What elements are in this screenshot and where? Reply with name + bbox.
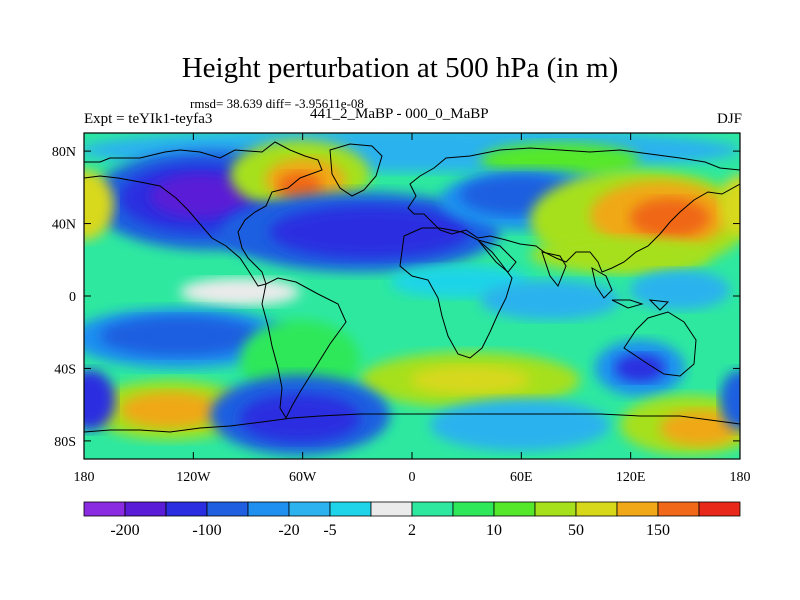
colorbar-swatch (288, 501, 331, 517)
field-region-7 (278, 172, 322, 200)
field-region-16 (720, 175, 740, 235)
colorbar-tick-label: -200 (110, 522, 139, 539)
field-region-30 (120, 392, 220, 428)
colorbar-swatch (452, 501, 495, 517)
experiment-label: Expt = teYIk1-teyfa3 (84, 111, 213, 127)
colorbar: -200 -100 -20 -5 2 10 50 150 (83, 501, 741, 539)
colorbar-tick-label: 10 (486, 522, 502, 539)
coastline-north-america (84, 141, 323, 287)
colorbar-swatch (657, 501, 700, 517)
colorbar-tick-label: 150 (646, 522, 670, 539)
field-region-35 (660, 410, 740, 446)
colorbar-tick-label: 2 (408, 522, 416, 539)
field-region-37 (720, 370, 740, 430)
colorbar-swatch (124, 501, 167, 517)
coastline-greenland (329, 143, 383, 197)
x-tick-label: 0 (409, 470, 416, 485)
chart-title: Height perturbation at 500 hPa (in m) (181, 52, 619, 84)
coastline-australia (623, 311, 697, 377)
field-region-9 (270, 206, 470, 258)
x-tick-label: 60E (510, 470, 533, 485)
x-tick-label: 120W (176, 470, 211, 485)
coastline-india (541, 251, 567, 287)
field-region-17 (530, 237, 710, 273)
field-region-15 (84, 170, 114, 240)
field-region-26 (410, 366, 530, 394)
chart-subtitle: 441_2_MaBP - 000_0_MaBP (310, 106, 489, 122)
field-region-33 (430, 399, 610, 451)
field-region-36 (84, 370, 115, 430)
colorbar-swatch (534, 501, 577, 517)
x-tick-label: 60W (289, 470, 317, 485)
field-region-14 (630, 198, 710, 238)
colorbar-swatch (616, 501, 659, 517)
colorbar-tick-label: -100 (192, 522, 221, 539)
coastlines (84, 141, 740, 433)
colorbar-swatch (411, 501, 454, 517)
x-tick-label: 120E (616, 470, 646, 485)
field-region-32 (240, 394, 360, 442)
coastline-indonesia (611, 299, 670, 311)
colorbar-swatch (165, 501, 208, 517)
stats-line: rmsd= 38.639 diff= -3.95611e-08 (190, 96, 364, 111)
colorbar-swatch (370, 501, 413, 517)
y-tick-label: 80S (54, 435, 76, 450)
coastline-eurasia (407, 147, 740, 273)
coastline-se-asia (591, 267, 613, 299)
x-tick-label: 180 (74, 470, 95, 485)
colorbar-tick-label: -5 (323, 522, 336, 539)
y-tick-label: 0 (69, 290, 76, 305)
field-region-21 (630, 270, 730, 310)
coastline-south-america (261, 277, 347, 420)
field-region-18 (180, 278, 300, 306)
field-region-20 (480, 280, 620, 320)
colorbar-swatch (698, 501, 741, 517)
colorbar-swatch (329, 501, 372, 517)
colorbar-tick-label: -20 (278, 522, 299, 539)
colorbar-tick-label: 50 (568, 522, 584, 539)
x-tick-label: 180 (730, 470, 751, 485)
season-label: DJF (716, 111, 742, 127)
coastline-arabia (476, 239, 517, 273)
colorbar-swatch (493, 501, 536, 517)
contour-field (84, 133, 740, 459)
y-tick-label: 40S (54, 362, 76, 377)
colorbar-swatch (247, 501, 290, 517)
y-tick-label: 40N (52, 218, 76, 233)
colorbar-swatch (83, 501, 126, 517)
field-region-4 (150, 174, 250, 218)
coastline-antarctica (84, 413, 740, 433)
colorbar-swatch (575, 501, 618, 517)
axis-ticks: 180 120W 60W 0 60E 120E 180 80N 40N 0 40S 80S (52, 133, 751, 485)
coastline-africa (399, 227, 513, 359)
colorbar-swatch (206, 501, 249, 517)
field-region-23 (100, 316, 260, 356)
field-region-28 (615, 354, 665, 382)
y-tick-label: 80N (52, 145, 76, 160)
